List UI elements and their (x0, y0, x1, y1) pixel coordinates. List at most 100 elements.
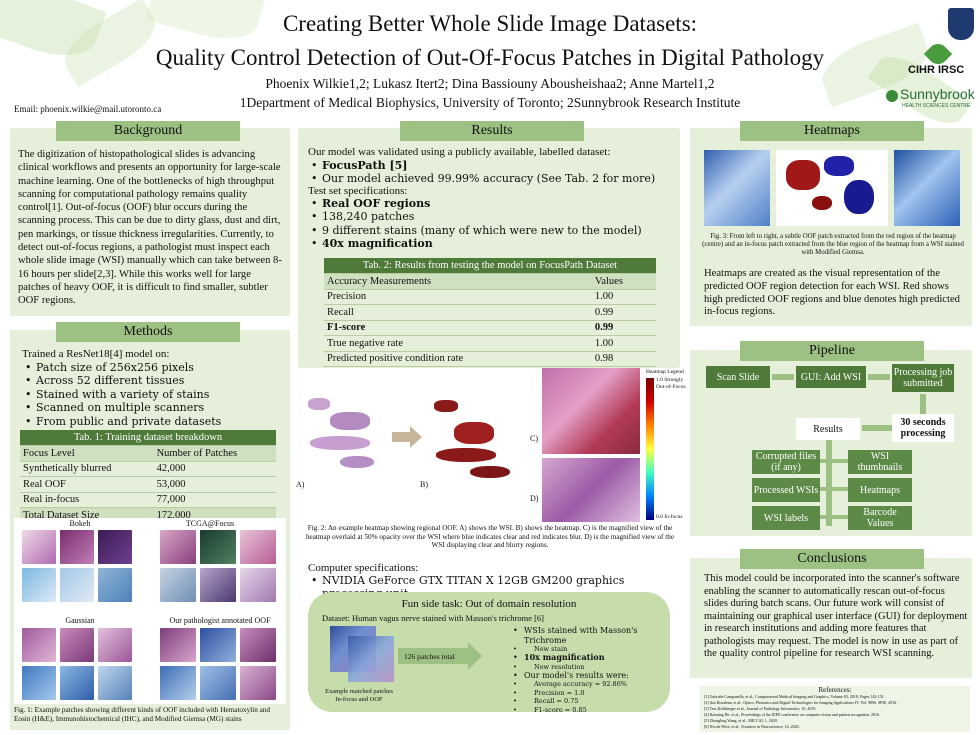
patch-image (200, 530, 236, 564)
table-cell: Recall (324, 304, 592, 321)
fig2-label-c: C) (530, 434, 538, 443)
fig2-caption: Fig. 2: An example heatmap showing regio… (305, 524, 675, 550)
heatmap-legend-title: Heatmap Legend (646, 369, 684, 375)
patch-image (160, 666, 196, 700)
list-item: F1-score = 0.85 (510, 706, 670, 715)
fig2-magnified-image (542, 458, 640, 522)
side-task-title: Fun side task: Out of domain resolution (401, 598, 577, 610)
training-dataset-table: Tab. 1: Training dataset breakdown Focus… (20, 430, 276, 524)
vagus-nerve-patch-image (348, 636, 394, 682)
table-cell: 0.99 (591, 320, 656, 336)
patch-image (240, 666, 276, 700)
patch-image (240, 568, 276, 602)
patch-image (22, 568, 56, 602)
table-cell: 0.98 (591, 351, 656, 367)
list-item: Precision = 1.0 (510, 689, 670, 698)
table-cell: 1.00 (591, 289, 656, 305)
patch-image (240, 530, 276, 564)
list-item: Average accuracy = 92.86% (510, 680, 670, 689)
table-cell: Real in-focus (20, 492, 154, 508)
patch-image (98, 628, 132, 662)
conclusions-panel (690, 558, 972, 678)
patch-image (22, 530, 56, 564)
pipeline-node-corrupted-files: Corrupted files (if any) (752, 450, 820, 474)
results-intro: Our model was validated using a publicly… (308, 146, 611, 158)
reference-item: [5] Zhongling Wang, et al., MICCAI, 1, 2… (704, 718, 778, 723)
table-row: Recall 0.99 (324, 304, 656, 321)
sunnybrook-logo-text: Sunnybrook (900, 86, 975, 102)
results-bullets2: Real OOF regions 138,240 patches 9 diffe… (308, 197, 668, 251)
pipeline-node-heatmaps: Heatmaps (848, 478, 912, 502)
table-cell: Predicted positive condition rate (324, 351, 592, 367)
arrow-icon (398, 648, 468, 664)
patch-image (60, 568, 94, 602)
references-panel (700, 686, 970, 732)
list-item: FocusPath [5] (308, 159, 668, 173)
table-cell: F1-score (324, 320, 592, 336)
fig1-caption: Fig. 1: Example patches showing differen… (14, 706, 270, 723)
results-title: Results (400, 121, 584, 141)
table-caption: Tab. 2: Results from testing the model o… (324, 258, 656, 274)
fig2-label-a: A) (296, 480, 305, 489)
arrow-icon (826, 440, 832, 526)
test-set-heading: Test set specifications: (308, 185, 408, 197)
patch-image (200, 568, 236, 602)
background-text: The digitization of histopathological sl… (18, 149, 282, 307)
conclusions-text: This model could be incorporated into th… (704, 573, 968, 659)
references-title: References: (818, 686, 852, 694)
list-item: From public and private datasets (22, 415, 282, 429)
table-row: Predicted positive condition rate 0.98 (324, 351, 656, 367)
poster-title-line2: Quality Control Detection of Out-Of-Focu… (155, 45, 825, 70)
pipeline-node-processing-job: Processing job submitted (892, 364, 954, 392)
authors: Phoenix Wilkie1,2; Lukasz Itert2; Dina B… (265, 76, 715, 91)
table-cell: 53,000 (153, 476, 276, 493)
patch-image (98, 568, 132, 602)
pipeline-node-wsi-labels: WSI labels (752, 506, 820, 530)
patch-image (60, 530, 94, 564)
heatmap-legend-bottom: 0.0 In-focus (656, 514, 683, 520)
computer-specs-heading: Computer specifications: (308, 562, 419, 574)
table-row: Real OOF 53,000 (20, 476, 276, 493)
poster-title-line1: Creating Better Whole Slide Image Datase… (282, 11, 698, 36)
side-task-dataset: Dataset: Human vagus nerve stained with … (322, 613, 545, 623)
table-header: Number of Patches (153, 445, 276, 462)
heatmaps-text: Heatmaps are created as the visual repre… (704, 268, 960, 318)
background-title: Background (56, 121, 240, 141)
list-item: Patch size of 256x256 pixels (22, 361, 282, 375)
pipeline-node-gui: GUI: Add WSI (796, 366, 866, 388)
patches-total: 126 patches total (404, 652, 455, 661)
contact-email: Email: phoenix.wilkie@mail.utoronto.ca (14, 104, 162, 114)
conclusions-title: Conclusions (740, 549, 924, 569)
table-cell: 0.99 (591, 304, 656, 321)
affiliations: 1Department of Medical Biophysics, Unive… (239, 95, 741, 110)
methods-title: Methods (56, 322, 240, 342)
heatmap-oof-patch-image (704, 150, 770, 226)
arrow-icon (920, 394, 926, 414)
table-row: True negative rate 1.00 (324, 335, 656, 352)
list-item: New resolution (510, 663, 670, 671)
fig1-label-tcga: TCGA@Focus (185, 519, 235, 528)
results-bullets1: FocusPath [5] Our model achieved 99.99% … (308, 159, 668, 186)
list-item: New stain (510, 645, 670, 653)
table-cell: 77,000 (153, 492, 276, 508)
sunnybrook-icon (886, 90, 898, 102)
heatmap-legend-bar (646, 378, 654, 520)
background-panel (10, 128, 290, 316)
methods-intro: Trained a ResNet18[4] model on: (22, 348, 170, 360)
list-item: Our model achieved 99.99% accuracy (See … (308, 172, 668, 186)
fig2-overlay-image (542, 368, 640, 454)
arrow-icon (392, 432, 412, 442)
sunnybrook-logo-subtext: HEALTH SCIENCES CENTRE (902, 103, 971, 109)
table-header: Values (591, 273, 656, 290)
vagus-image-caption: Example matched patches In-focus and OOF (325, 688, 393, 703)
patch-image (98, 530, 132, 564)
cihr-logo-text: CIHR IRSC (908, 64, 965, 76)
patch-image (240, 628, 276, 662)
fig2-heatmap-image (424, 392, 524, 492)
table-cell: Synthetically blurred (20, 461, 154, 477)
pipeline-node-results: Results (796, 418, 860, 440)
table-caption: Tab. 1: Training dataset breakdown (20, 430, 276, 446)
table-cell: 42,000 (153, 461, 276, 477)
table-cell: True negative rate (324, 335, 592, 352)
pipeline-node-30-seconds: 30 seconds processing (892, 414, 954, 442)
